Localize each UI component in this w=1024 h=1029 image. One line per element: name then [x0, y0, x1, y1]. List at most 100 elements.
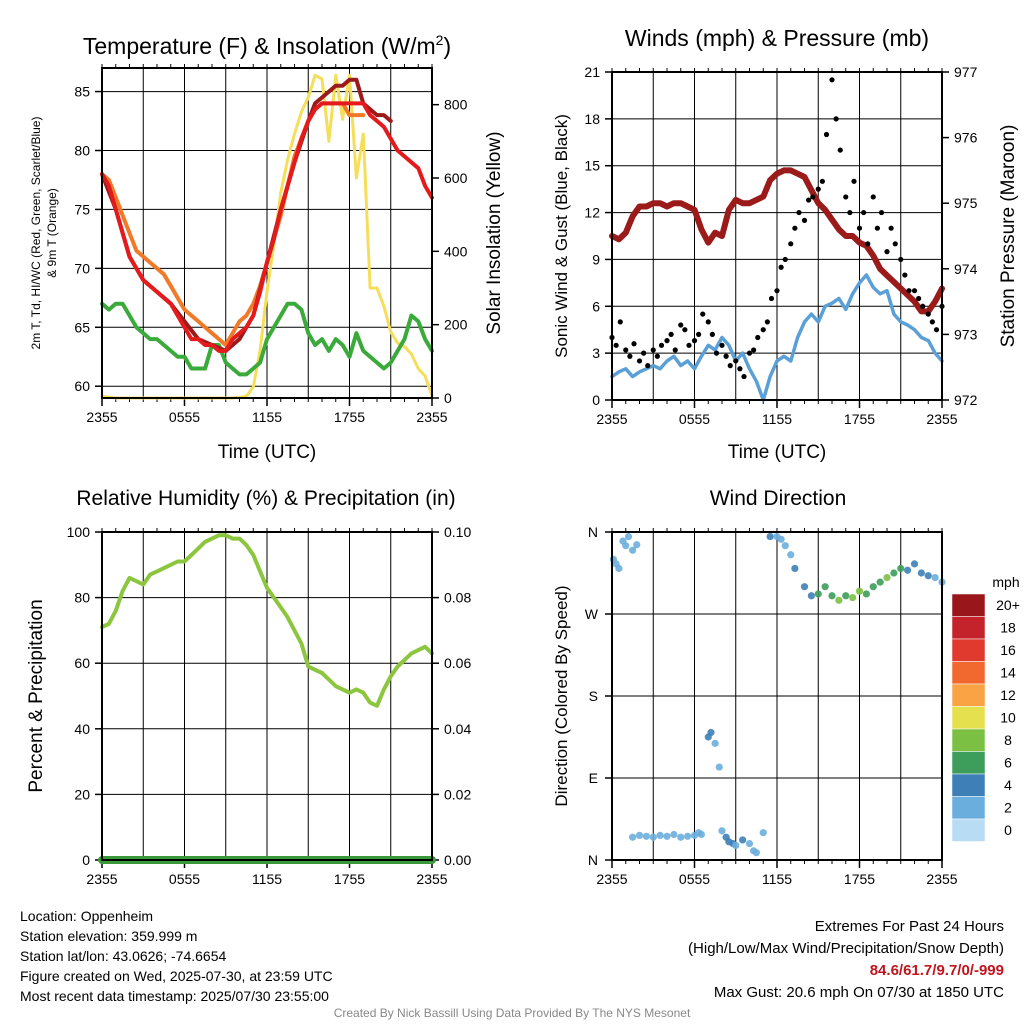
gust-point: [691, 338, 698, 344]
direction-point: [897, 564, 905, 573]
direction-tick-label: W: [585, 606, 599, 622]
gust-point: [851, 178, 857, 184]
chart-title: Winds (mph) & Pressure (mb): [625, 25, 929, 51]
direction-point: [781, 542, 789, 550]
gust-point: [746, 350, 753, 356]
gust-point: [760, 327, 766, 333]
speed-legend: mph 20+ 18 16 14 12 10 8 6 4 2 0: [951, 574, 1020, 842]
legend-label: 18: [1000, 620, 1016, 636]
gust-point: [819, 178, 825, 184]
direction-point: [821, 583, 829, 591]
plot-border: [101, 67, 433, 399]
direction-point: [629, 546, 637, 554]
gust-point: [613, 342, 619, 348]
direction-point: [622, 542, 630, 550]
x-tick-label: 2355: [926, 871, 957, 887]
x-tick-label: 1755: [334, 871, 365, 887]
direction-point: [624, 532, 633, 541]
wind-axis-tick-label: 15: [584, 158, 600, 174]
gust-point: [737, 366, 743, 372]
direction-point: [904, 566, 912, 574]
direction-point: [924, 572, 932, 580]
gust-point: [878, 209, 885, 216]
legend-label: 20+: [996, 597, 1020, 613]
gust-point: [815, 186, 821, 192]
gust-point: [792, 225, 798, 231]
gust-point: [678, 322, 684, 328]
x-tick-label: 2355: [86, 409, 117, 425]
gust-point: [916, 295, 922, 302]
gust-point: [796, 209, 802, 216]
wind-direction-panel: 2355 0555 1155 1755 2355 N E S W N Wind Direction D…: [552, 487, 1020, 887]
y-axis-label: Percent & Precipitation: [26, 599, 47, 792]
station-info: Location: Oppenheim Station elevation: 3…: [20, 906, 333, 1006]
direction-tick-label: S: [589, 688, 598, 704]
direction-point: [732, 841, 740, 850]
pressure-axis-tick-label: 976: [954, 130, 978, 146]
pressure-axis-tick-label: 973: [954, 326, 978, 342]
temp-axis-tick-label: 60: [74, 378, 90, 394]
direction-point: [883, 573, 891, 582]
y-axis-label: Sonic Wind & Gust (Blue, Black): [552, 114, 571, 358]
gust-point: [658, 342, 665, 348]
gust-point: [870, 194, 876, 200]
gust-point: [906, 288, 912, 294]
direction-point: [752, 849, 760, 857]
direction-point: [800, 583, 809, 591]
direction-point: [759, 829, 767, 837]
rh-axis-tick-label: 0: [82, 852, 90, 868]
x-tick-label: 0555: [679, 411, 710, 427]
legend-swatch: [951, 728, 986, 752]
gust-point: [843, 194, 849, 200]
gust-point: [623, 347, 629, 353]
legend-swatch: [951, 683, 986, 707]
x-tick-label: 2355: [416, 409, 447, 425]
direction-tick-label: E: [589, 770, 598, 786]
gust-point: [631, 341, 637, 347]
extremes-info: Extremes For Past 24 Hours (High/Low/Max…: [688, 916, 1004, 1004]
precip-axis-tick-label: 0.08: [444, 590, 471, 606]
direction-point: [656, 831, 664, 840]
x-tick-label: 2355: [596, 411, 627, 427]
y-axis-label-2: & 9m T (Orange): [45, 188, 59, 278]
direction-point: [663, 832, 671, 840]
gust-point: [861, 209, 867, 216]
rh-axis-tick-label: 60: [74, 655, 90, 671]
plot-border: [611, 71, 943, 401]
chart-title: Temperature (F) & Insolation (W/m2): [83, 32, 451, 59]
direction-point: [814, 590, 822, 598]
gust-point: [823, 131, 830, 138]
title-end: ): [443, 33, 451, 59]
direction-point: [917, 569, 925, 577]
wind-axis-tick-label: 18: [584, 111, 600, 127]
direction-point: [931, 573, 939, 582]
direction-point: [855, 587, 864, 595]
x-tick-label: 2355: [926, 411, 957, 427]
sonic-wind-line: [610, 273, 944, 402]
x-tick-label: 2355: [416, 871, 447, 887]
solar-axis-tick-label: 0: [444, 390, 452, 406]
gust-point: [829, 77, 835, 83]
gust-point: [833, 116, 839, 122]
legend-label: 14: [1000, 665, 1016, 681]
gust-point: [641, 350, 647, 356]
y-axis-label: Direction (Colored By Speed): [552, 585, 571, 806]
footer-credit: Created By Nick Bassill Using Data Provi…: [333, 1006, 691, 1020]
direction-point: [677, 833, 685, 841]
direction-point: [910, 560, 919, 568]
direction-point: [670, 830, 678, 839]
plot-border: [101, 531, 433, 861]
gust-point: [888, 225, 894, 231]
gust-point: [806, 197, 812, 203]
legend-label: 4: [1004, 777, 1012, 793]
chart-title: Relative Humidity (%) & Precipitation (i…: [76, 487, 455, 510]
x-axis-label: Time (UTC): [218, 442, 317, 463]
legend-label: 12: [1000, 687, 1016, 703]
gust-point: [645, 363, 651, 369]
x-tick-label: 0555: [679, 871, 710, 887]
x-axis-label: Time (UTC): [728, 442, 827, 463]
x-tick-label: 1755: [844, 871, 875, 887]
gust-point: [865, 241, 871, 247]
x-tick-label: 1155: [252, 409, 282, 425]
